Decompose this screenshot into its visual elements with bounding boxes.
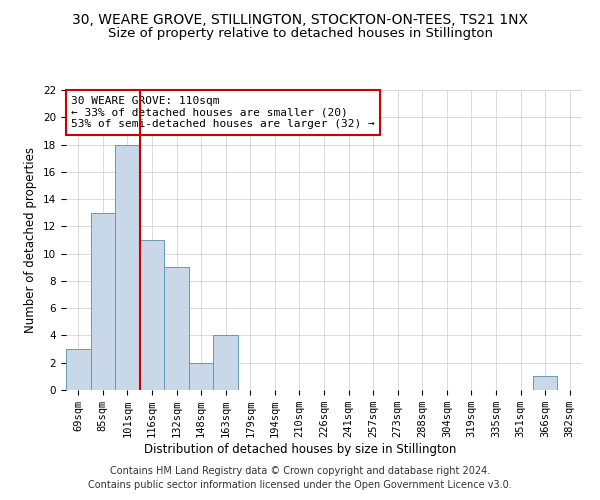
Bar bbox=[115, 144, 140, 390]
Bar bbox=[66, 349, 91, 390]
Bar bbox=[91, 212, 115, 390]
Text: Size of property relative to detached houses in Stillington: Size of property relative to detached ho… bbox=[107, 28, 493, 40]
Text: 30, WEARE GROVE, STILLINGTON, STOCKTON-ON-TEES, TS21 1NX: 30, WEARE GROVE, STILLINGTON, STOCKTON-O… bbox=[72, 12, 528, 26]
Bar bbox=[214, 336, 238, 390]
Bar bbox=[140, 240, 164, 390]
Text: 30 WEARE GROVE: 110sqm
← 33% of detached houses are smaller (20)
53% of semi-det: 30 WEARE GROVE: 110sqm ← 33% of detached… bbox=[71, 96, 375, 129]
Bar bbox=[164, 268, 189, 390]
Text: Distribution of detached houses by size in Stillington: Distribution of detached houses by size … bbox=[144, 442, 456, 456]
Y-axis label: Number of detached properties: Number of detached properties bbox=[25, 147, 37, 333]
Bar bbox=[189, 362, 214, 390]
Text: Contains HM Land Registry data © Crown copyright and database right 2024.
Contai: Contains HM Land Registry data © Crown c… bbox=[88, 466, 512, 490]
Bar bbox=[533, 376, 557, 390]
